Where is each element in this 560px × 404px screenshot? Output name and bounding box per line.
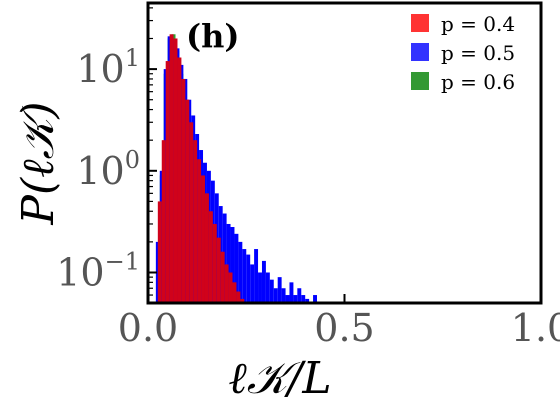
histogram-bar <box>181 78 186 304</box>
x-axis-label: ℓ𝒦/L <box>228 353 331 404</box>
legend-swatch-p06 <box>411 72 429 90</box>
histogram-bar <box>240 298 245 303</box>
histogram-bar <box>204 193 209 303</box>
legend-label-p04: p = 0.4 <box>441 12 515 36</box>
histogram-bar <box>161 140 166 303</box>
histogram-bar <box>313 295 317 303</box>
histogram-bar <box>242 249 247 303</box>
histogram-bar <box>289 282 294 303</box>
histogram-bar <box>234 233 239 303</box>
y-tick-label: 10−1 <box>56 247 140 294</box>
histogram-bar <box>254 249 259 303</box>
y-axis-label: P(ℓ𝒦) <box>13 101 64 225</box>
histogram-bar <box>216 237 221 303</box>
histogram-bar <box>226 223 231 303</box>
histogram-bar <box>265 272 270 303</box>
x-tick-label: 0.5 <box>314 306 374 350</box>
histogram-bar <box>165 61 170 303</box>
y-tick-label: 100 <box>76 146 140 193</box>
legend-swatch-p04 <box>411 14 429 32</box>
y-tick-label: 101 <box>76 44 140 91</box>
histogram-bar <box>163 69 168 303</box>
histogram-bar <box>246 254 251 303</box>
histogram-bar <box>195 134 200 303</box>
series-04 <box>157 34 245 304</box>
legend-swatch-p05 <box>411 43 429 61</box>
legend-label-p06: p = 0.6 <box>441 70 515 94</box>
histogram-bar <box>301 295 306 303</box>
histogram-bar <box>173 38 178 304</box>
histogram-bar <box>269 279 274 303</box>
histogram-bar <box>169 34 174 303</box>
histogram-bar <box>261 260 266 303</box>
histogram-bar <box>179 64 184 303</box>
histogram-bar <box>305 298 310 303</box>
panel-label: (h) <box>186 17 240 55</box>
histogram-bar <box>258 272 262 303</box>
bars-layer <box>155 34 317 304</box>
histogram-bar <box>228 272 233 303</box>
histogram-bar <box>222 213 227 303</box>
histogram-bar <box>157 201 162 303</box>
legend: p = 0.4 p = 0.5 p = 0.6 <box>411 12 515 94</box>
histogram-bar <box>185 99 190 304</box>
histogram-bar <box>285 295 290 303</box>
histogram-bar <box>212 223 217 303</box>
histogram-bar <box>220 251 225 303</box>
histogram-bar <box>208 211 213 303</box>
histogram-bar <box>232 282 237 303</box>
x-tick-label: 1.0 <box>511 306 560 350</box>
histogram-bar <box>193 140 198 303</box>
histogram-bar <box>230 227 235 303</box>
histogram-bar <box>250 264 255 303</box>
legend-label-p05: p = 0.5 <box>441 41 515 65</box>
histogram-bar <box>189 122 194 303</box>
histogram-bar <box>297 288 302 303</box>
histogram-bar <box>177 57 182 304</box>
x-tick-label: 0.0 <box>118 306 178 350</box>
histogram-bar <box>293 295 298 303</box>
histogram-bar <box>201 175 205 303</box>
histogram-bar <box>238 241 243 303</box>
histogram-bar <box>224 264 229 303</box>
histogram-bar <box>277 277 282 303</box>
histogram-bar <box>197 159 202 303</box>
histogram-bar <box>273 288 278 303</box>
histogram-bar <box>236 291 241 303</box>
histogram-bar <box>281 288 286 303</box>
